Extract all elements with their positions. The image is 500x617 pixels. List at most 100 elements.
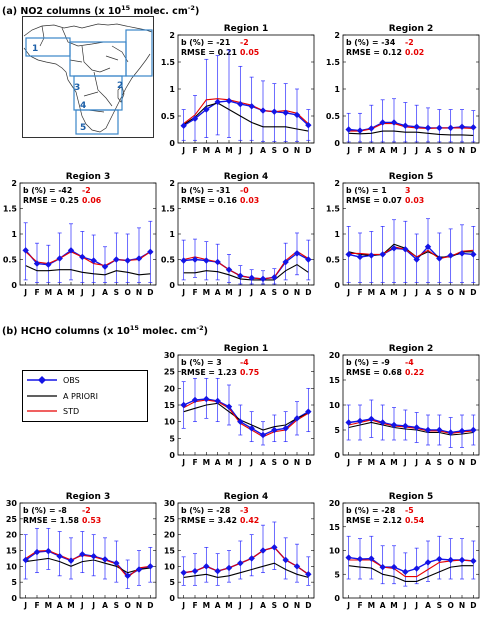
obs-point: [214, 258, 221, 266]
x-tick-label: A: [380, 288, 386, 297]
y-tick-label: 2: [334, 179, 340, 188]
stat-bias: b (%) = -9: [346, 358, 390, 367]
x-tick-label: A: [425, 458, 431, 467]
obs-point: [113, 256, 120, 263]
x-tick-label: M: [390, 458, 397, 467]
obs-point: [390, 119, 398, 126]
chart-title: Region 5: [389, 492, 434, 502]
obs-point: [135, 255, 143, 262]
x-tick-label: A: [260, 458, 266, 467]
stat-rmse: RMSE = 0.12: [346, 48, 402, 57]
obs-error-bar: [414, 104, 419, 143]
obs-point: [447, 252, 454, 259]
x-tick-label: D: [470, 458, 476, 467]
y-tick-label: 20: [329, 351, 341, 360]
obs-point: [180, 257, 187, 264]
x-tick-label: J: [181, 458, 185, 467]
x-tick-label: A: [260, 146, 266, 155]
stat-rmse-std: 0.03: [240, 196, 259, 205]
stat-rmse-std: 0.54: [405, 516, 425, 525]
obs-point: [402, 422, 409, 430]
y-tick-label: 1.5: [326, 58, 341, 67]
obs-point: [413, 123, 420, 130]
obs-point: [356, 253, 364, 261]
chart-no2-2: Region 200.511.52J F M A M J J A S O N Db (%) = -34…: [326, 24, 480, 155]
plot-area: [177, 34, 315, 144]
obs-point: [390, 563, 398, 571]
x-tick-label: M: [45, 288, 52, 297]
obs-point: [470, 251, 477, 258]
x-tick-label: A: [425, 146, 431, 155]
x-tick-label: J: [403, 458, 407, 467]
obs-point: [345, 554, 352, 561]
obs-point: [237, 418, 244, 425]
obs-point: [259, 275, 267, 283]
stat-rmse: RMSE = 0.07: [346, 196, 402, 205]
obs-point: [305, 256, 312, 263]
x-tick-label: M: [390, 288, 397, 297]
y-tick-label: 0: [334, 594, 340, 603]
legend-swatch-apriori: [27, 395, 57, 397]
x-tick-label: M: [67, 601, 74, 610]
obs-point: [293, 250, 301, 257]
obs-point: [225, 266, 233, 273]
obs-point: [271, 426, 278, 434]
stat-bias: b (%) = -28: [346, 506, 395, 515]
plot-area: [342, 182, 480, 286]
stat-bias-std: -2: [240, 38, 249, 47]
stat-rmse-std: 0.75: [240, 368, 259, 377]
x-tick-label: J: [238, 288, 242, 297]
obs-point: [368, 415, 375, 423]
obs-point: [402, 568, 409, 576]
x-tick-label: F: [192, 458, 197, 467]
obs-point: [101, 263, 109, 270]
x-tick-label: S: [437, 146, 442, 155]
stat-bias: b (%) = -8: [23, 506, 67, 515]
obs-point: [79, 253, 86, 261]
x-tick-label: O: [282, 458, 288, 467]
obs-point: [191, 256, 199, 263]
legend-label-obs: OBS: [63, 375, 80, 385]
obs-point: [379, 563, 386, 571]
x-tick-label: J: [23, 601, 27, 610]
x-tick-label: S: [437, 601, 442, 610]
obs-point: [237, 100, 244, 108]
x-tick-label: A: [215, 458, 221, 467]
y-tick-label: 1.5: [3, 205, 18, 214]
obs-point: [282, 109, 289, 116]
y-tick-label: 1.5: [161, 58, 176, 67]
y-tick-label: 0: [334, 281, 340, 290]
obs-point: [436, 255, 443, 262]
y-tick-label: 10: [164, 418, 176, 427]
x-tick-label: D: [470, 601, 476, 610]
chart-title: Region 2: [389, 344, 434, 354]
stat-bias: b (%) = 3: [181, 358, 222, 367]
x-tick-label: A: [425, 601, 431, 610]
x-tick-label: F: [34, 288, 39, 297]
obs-point: [259, 547, 267, 554]
plot-area: [177, 502, 315, 599]
region-label-4: 4: [80, 101, 86, 111]
legend-label-std: STD: [63, 406, 80, 416]
obs-point: [90, 257, 97, 264]
obs-point: [305, 408, 312, 415]
y-tick-label: 25: [6, 515, 18, 524]
y-tick-label: 1.5: [326, 205, 341, 214]
x-tick-label: J: [403, 288, 407, 297]
region-label-1: 1: [32, 44, 38, 54]
stat-bias-std: -2: [82, 186, 91, 195]
obs-point: [180, 401, 187, 409]
obs-point: [379, 251, 386, 258]
chart-legend: OBS A PRIORI STD: [22, 370, 148, 422]
x-tick-label: A: [380, 146, 386, 155]
stat-bias-std: -2: [82, 506, 91, 515]
stat-rmse-std: 0.53: [82, 516, 101, 525]
x-tick-label: M: [203, 146, 210, 155]
stat-rmse-std: 0.06: [82, 196, 101, 205]
y-tick-label: 0: [334, 139, 340, 148]
obs-point: [470, 426, 477, 434]
x-tick-label: A: [260, 288, 266, 297]
x-tick-label: A: [57, 288, 63, 297]
x-tick-label: A: [102, 601, 108, 610]
plot-area: [177, 354, 315, 456]
